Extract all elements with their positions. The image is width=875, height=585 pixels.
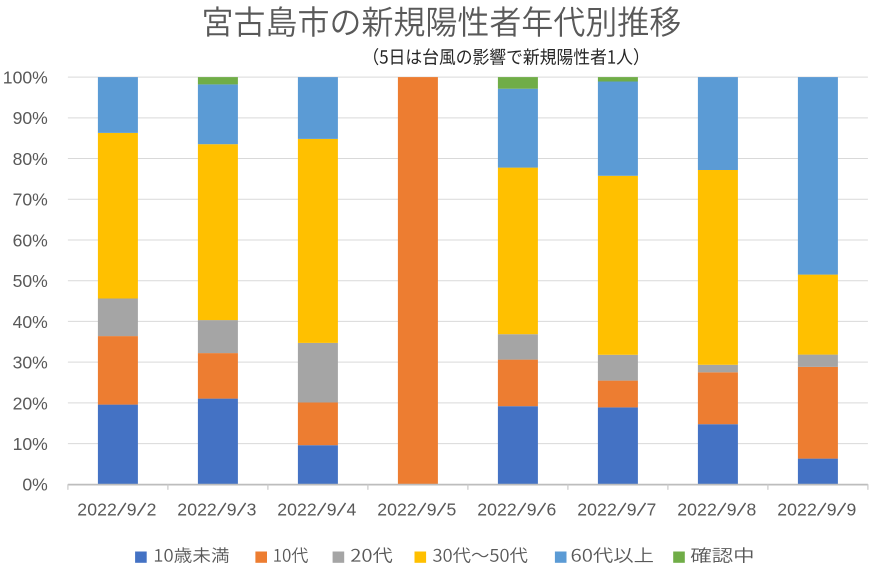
- svg-text:30%: 30%: [13, 353, 49, 373]
- svg-text:202297: 202297: [577, 500, 656, 520]
- svg-text:10%: 10%: [13, 434, 49, 454]
- svg-text:40%: 40%: [13, 312, 49, 332]
- svg-text:0%: 0%: [22, 475, 48, 495]
- svg-text:80%: 80%: [13, 149, 49, 169]
- svg-text:70%: 70%: [13, 190, 49, 210]
- svg-text:50%: 50%: [13, 271, 49, 291]
- svg-text:20%: 20%: [13, 393, 49, 413]
- svg-text:60%: 60%: [13, 230, 49, 250]
- svg-text:90%: 90%: [13, 108, 49, 128]
- svg-text:100%: 100%: [3, 68, 48, 88]
- svg-text:202299: 202299: [777, 500, 856, 520]
